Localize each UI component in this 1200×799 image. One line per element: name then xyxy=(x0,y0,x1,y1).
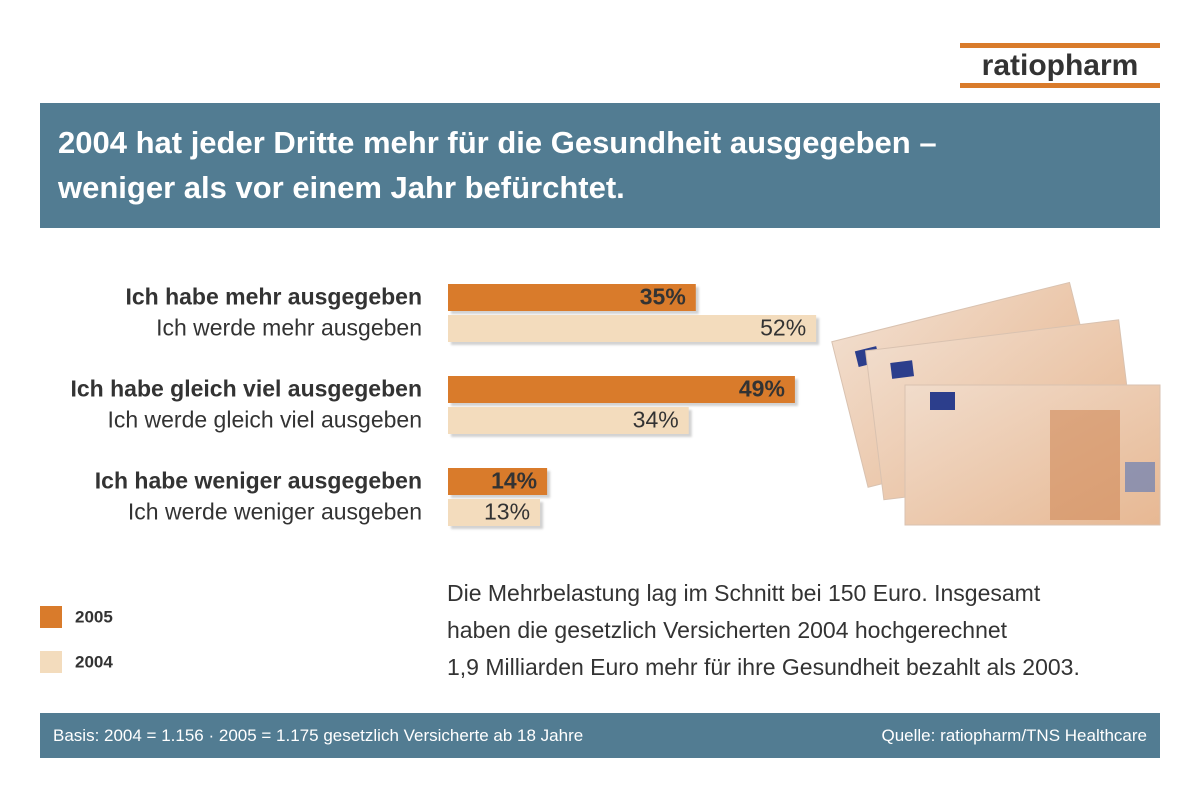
legend-swatch xyxy=(40,651,62,673)
logo: ratiopharm xyxy=(960,43,1160,88)
bar xyxy=(448,284,696,311)
note-line: Die Mehrbelastung lag im Schnitt bei 150… xyxy=(447,580,1041,606)
value-label: 34% xyxy=(633,407,679,433)
bar xyxy=(448,376,795,403)
bar-label: Ich habe gleich viel ausgegeben xyxy=(70,376,422,402)
bar-label: Ich werde mehr ausgeben xyxy=(156,315,422,341)
basis: Basis: 2004 = 1.156 · 2005 = 1.175 geset… xyxy=(53,726,584,745)
bar xyxy=(448,499,541,526)
bar xyxy=(448,468,548,495)
footer-band: Basis: 2004 = 1.156 · 2005 = 1.175 geset… xyxy=(40,713,1160,758)
legend-label: 2004 xyxy=(75,652,113,671)
legend-label: 2005 xyxy=(75,607,113,626)
source: Quelle: ratiopharm/TNS Healthcare xyxy=(881,726,1147,745)
bar-label: Ich habe weniger ausgegeben xyxy=(95,468,422,494)
value-label: 14% xyxy=(491,468,537,494)
bar-label: Ich werde weniger ausgeben xyxy=(128,499,422,525)
banknotes xyxy=(831,281,1161,526)
note-line: haben die gesetzlich Versicherten 2004 h… xyxy=(447,617,1008,643)
title-line: weniger als vor einem Jahr befürchtet. xyxy=(58,170,625,205)
title-band: 2004 hat jeder Dritte mehr für die Gesun… xyxy=(40,103,1160,228)
bar xyxy=(448,315,817,342)
value-label: 13% xyxy=(484,499,530,525)
legend-swatch xyxy=(40,606,62,628)
value-label: 49% xyxy=(739,376,785,402)
bar xyxy=(448,407,689,434)
bar-label: Ich werde gleich viel ausgeben xyxy=(107,407,422,433)
note-line: 1,9 Milliarden Euro mehr für ihre Gesund… xyxy=(447,654,1080,680)
title-line: 2004 hat jeder Dritte mehr für die Gesun… xyxy=(58,125,937,160)
value-label: 52% xyxy=(760,315,806,341)
bar-label: Ich habe mehr ausgegeben xyxy=(125,284,422,310)
value-label: 35% xyxy=(640,284,686,310)
